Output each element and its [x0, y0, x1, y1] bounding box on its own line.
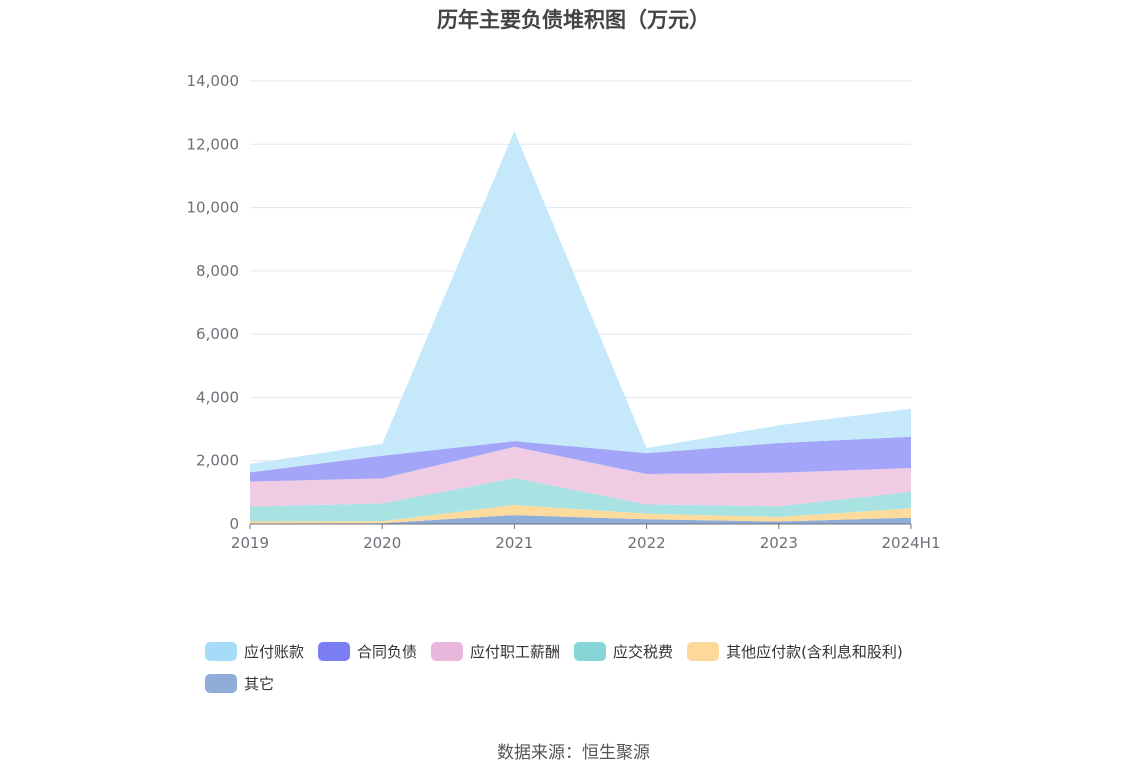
legend-item[interactable]: 其它: [205, 672, 274, 694]
area-series-4: [250, 436, 911, 482]
legend-label: 应付账款: [244, 642, 305, 661]
y-tick-label: 6,000: [196, 325, 239, 343]
legend: 应付账款 合同负债 应付职工薪酬 应交税费 其他应付款(含利息和股利) 其它: [205, 640, 965, 704]
y-tick-label: 10,000: [187, 199, 240, 217]
area-series: [250, 131, 911, 524]
area-series-0: [250, 515, 911, 524]
legend-swatch: [574, 641, 607, 661]
x-tick-label: 2024H1: [882, 534, 941, 552]
x-tick-label: 2022: [628, 534, 666, 552]
x-tick-label: 2020: [363, 534, 401, 552]
legend-swatch: [318, 641, 351, 661]
y-tick-label: 8,000: [196, 262, 239, 280]
legend-swatch: [205, 673, 237, 693]
x-tick-label: 2021: [495, 534, 533, 552]
legend-swatch: [205, 641, 237, 661]
y-tick-label: 12,000: [187, 135, 240, 153]
area-series-1: [250, 505, 911, 524]
y-tick-label: 4,000: [196, 388, 239, 406]
area-series-5: [250, 131, 911, 473]
area-series-2: [250, 478, 911, 522]
y-tick-label: 2,000: [196, 452, 239, 470]
legend-swatch: [687, 641, 720, 661]
area-series-3: [250, 446, 911, 507]
legend-label: 应交税费: [613, 642, 674, 661]
legend-label: 合同负债: [357, 642, 418, 661]
legend-label: 应付职工薪酬: [470, 642, 561, 661]
legend-label: 其他应付款(含利息和股利): [726, 642, 903, 661]
stacked-area-chart: 0 2,000 4,000 6,000 8,000 10,000 12,000 14,000 2…: [187, 72, 941, 552]
legend-item[interactable]: 其他应付款(含利息和股利): [687, 640, 903, 662]
y-tick-label: 14,000: [187, 72, 240, 90]
x-tick-label: 2023: [760, 534, 798, 552]
legend-item[interactable]: 应付账款: [205, 640, 304, 662]
chart-title: 历年主要负债堆积图（万元）: [437, 8, 710, 32]
legend-item[interactable]: 应付职工薪酬: [431, 640, 560, 662]
axes: 0 2,000 4,000 6,000 8,000 10,000 12,000 14,000 2…: [187, 72, 941, 552]
legend-label: 其它: [244, 674, 275, 693]
legend-item[interactable]: 合同负债: [318, 640, 417, 662]
legend-swatch: [431, 641, 464, 661]
legend-item[interactable]: 应交税费: [574, 640, 673, 662]
data-source: 数据来源：恒生聚源: [497, 743, 650, 763]
y-tick-label: 0: [229, 515, 239, 533]
x-tick-label: 2019: [231, 534, 269, 552]
